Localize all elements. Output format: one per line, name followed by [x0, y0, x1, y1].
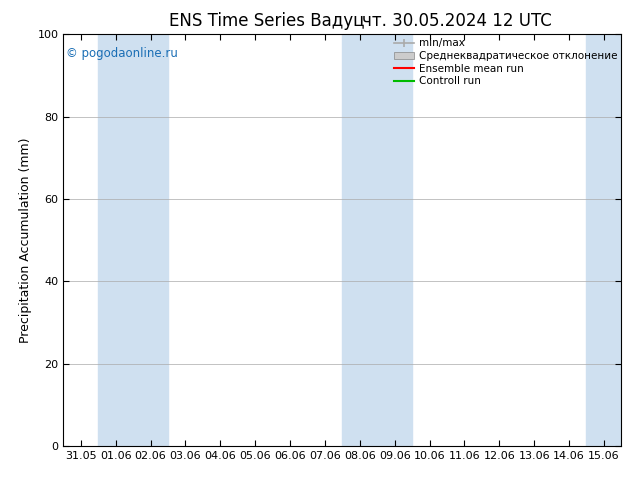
Text: чт. 30.05.2024 12 UTC: чт. 30.05.2024 12 UTC — [361, 12, 552, 30]
Bar — [98, 34, 168, 446]
Bar — [342, 34, 412, 446]
Y-axis label: Precipitation Accumulation (mm): Precipitation Accumulation (mm) — [19, 137, 32, 343]
Text: ENS Time Series Вадуц: ENS Time Series Вадуц — [169, 12, 364, 30]
Legend: min/max, Среднеквадратическое отклонение, Ensemble mean run, Controll run: min/max, Среднеквадратическое отклонение… — [392, 36, 619, 88]
Text: © pogodaonline.ru: © pogodaonline.ru — [66, 47, 178, 60]
Bar — [586, 34, 621, 446]
